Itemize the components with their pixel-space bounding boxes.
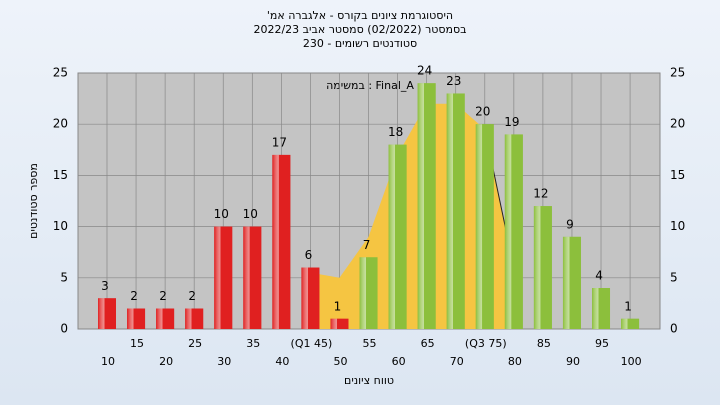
data-label: 1 bbox=[334, 299, 342, 313]
chart-subtitle: סטודנטים רשומים - 230 bbox=[303, 37, 417, 50]
x-tick-label: 65 bbox=[421, 337, 435, 350]
bar bbox=[621, 318, 640, 329]
data-label: 18 bbox=[388, 125, 403, 139]
y-axis-label: מספר סטודנטים bbox=[27, 163, 40, 239]
bar bbox=[127, 308, 146, 329]
y2-tick-label: 0 bbox=[670, 322, 678, 336]
annotation: במשימה : Final_A bbox=[326, 79, 414, 92]
x-tick-label: 55 bbox=[363, 337, 377, 350]
x-tick-label: 60 bbox=[392, 355, 406, 368]
x-tick-label: 25 bbox=[188, 337, 202, 350]
x-axis-label: טווח ציונים bbox=[344, 374, 394, 387]
data-label: 1 bbox=[624, 299, 632, 313]
bar bbox=[301, 267, 320, 329]
x-tick-label: 40 bbox=[275, 355, 289, 368]
data-label: 2 bbox=[159, 289, 167, 303]
bar bbox=[562, 236, 581, 329]
bar bbox=[214, 226, 233, 329]
bar bbox=[98, 298, 116, 329]
bar bbox=[185, 308, 204, 329]
y2-tick-label: 20 bbox=[670, 117, 685, 131]
x-tick-label: 50 bbox=[333, 355, 347, 368]
x-tick-label: (Q1 45) bbox=[291, 337, 333, 350]
data-label: 2 bbox=[130, 289, 138, 303]
data-label: 7 bbox=[363, 238, 371, 252]
x-tick-label: 15 bbox=[130, 337, 144, 350]
x-tick-label: 20 bbox=[159, 355, 173, 368]
chart-subtitle: בסמסטר (02/2022) סמסטר אביב 2022/23 bbox=[253, 23, 466, 36]
bar bbox=[388, 144, 407, 329]
x-tick-label: 70 bbox=[450, 355, 464, 368]
x-tick-label: 85 bbox=[537, 337, 551, 350]
y2-tick-label: 5 bbox=[670, 270, 678, 284]
data-label: 20 bbox=[475, 105, 490, 119]
y2-tick-label: 10 bbox=[670, 219, 685, 233]
y-tick-label: 25 bbox=[53, 66, 68, 80]
y-tick-label: 20 bbox=[53, 117, 68, 131]
data-label: 4 bbox=[595, 269, 603, 283]
bar bbox=[504, 134, 523, 329]
data-label: 19 bbox=[504, 115, 519, 129]
x-tick-label: 95 bbox=[595, 337, 609, 350]
x-tick-label: 10 bbox=[101, 355, 115, 368]
y2-tick-label: 15 bbox=[670, 168, 685, 182]
data-label: 24 bbox=[417, 64, 432, 78]
bar bbox=[475, 124, 494, 329]
x-tick-label: 90 bbox=[566, 355, 580, 368]
bar bbox=[156, 308, 175, 329]
data-label: 10 bbox=[214, 207, 229, 221]
data-label: 12 bbox=[533, 187, 548, 201]
bar bbox=[330, 318, 349, 329]
data-label: 2 bbox=[188, 289, 196, 303]
data-label: 17 bbox=[272, 135, 287, 149]
y2-tick-label: 25 bbox=[670, 66, 685, 80]
bar bbox=[272, 154, 291, 329]
x-tick-label: 35 bbox=[246, 337, 260, 350]
data-label: 9 bbox=[566, 217, 574, 231]
y-tick-label: 10 bbox=[53, 219, 68, 233]
x-tick-label: 30 bbox=[217, 355, 231, 368]
y-tick-label: 0 bbox=[60, 322, 68, 336]
bar bbox=[592, 288, 611, 329]
y-tick-label: 15 bbox=[53, 168, 68, 182]
x-tick-label: 80 bbox=[508, 355, 522, 368]
bar bbox=[243, 226, 262, 329]
data-label: 23 bbox=[446, 74, 461, 88]
y-tick-label: 5 bbox=[60, 270, 68, 284]
x-tick-label: 100 bbox=[621, 355, 642, 368]
bar bbox=[446, 93, 465, 329]
data-label: 3 bbox=[101, 279, 109, 293]
data-label: 10 bbox=[243, 207, 258, 221]
data-label: 6 bbox=[305, 248, 313, 262]
chart-title: היסטוגרמת ציונים בקורס - אלגברה אמ' bbox=[267, 9, 453, 22]
bar bbox=[417, 83, 436, 330]
bar bbox=[359, 257, 378, 329]
x-tick-label: (Q3 75) bbox=[465, 337, 507, 350]
bar bbox=[533, 206, 552, 329]
